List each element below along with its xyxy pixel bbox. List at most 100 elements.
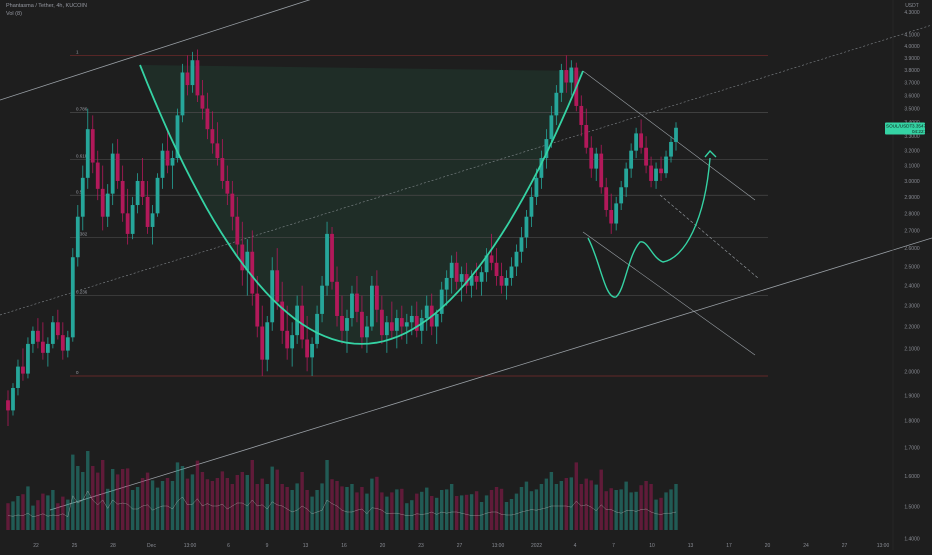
candle-body <box>489 255 494 263</box>
time-axis-tick: 27 <box>842 543 848 549</box>
candle-body <box>335 281 339 316</box>
candle-body <box>589 147 594 169</box>
candle-body <box>145 196 150 227</box>
volume-bar <box>36 500 40 530</box>
lower-trend-line <box>49 237 932 511</box>
candle-body <box>55 322 60 336</box>
volume-bar <box>11 501 15 530</box>
candle-body <box>594 153 599 169</box>
candle-body <box>280 301 285 331</box>
arrow-up-icon <box>704 149 717 158</box>
volume-bar <box>569 477 574 530</box>
volume-bar <box>56 503 60 530</box>
volume-bar <box>26 486 30 530</box>
volume-bar <box>285 487 289 530</box>
volume-bar <box>430 496 434 530</box>
time-axis-tick: 25 <box>72 543 78 549</box>
candle-body <box>474 276 479 282</box>
candle-body <box>399 318 404 327</box>
volume-bar <box>564 478 569 530</box>
candle-body <box>205 108 210 130</box>
volume-bar <box>41 493 45 530</box>
volume-bar <box>61 496 65 530</box>
candle-body <box>140 180 145 197</box>
volume-bar <box>305 490 309 530</box>
candle-body <box>265 322 270 360</box>
candle-body <box>434 313 439 327</box>
price-axis-tick: 3.3000 <box>904 134 920 140</box>
candle-body <box>31 330 35 344</box>
volume-bar <box>265 484 269 530</box>
volume-indicator-label: Vol (8) <box>6 11 22 17</box>
candle-body <box>389 322 394 331</box>
price-axis-tick: 4.1000 <box>904 32 920 38</box>
candle-body <box>195 60 200 96</box>
candle-body <box>479 272 484 282</box>
volume-bar <box>659 497 663 530</box>
price-axis-tick: 3.5000 <box>904 107 920 113</box>
volume-bar <box>370 478 374 530</box>
candle-body <box>654 168 658 181</box>
candle-body <box>80 177 85 217</box>
volume-bar <box>335 481 339 530</box>
price-axis-tick: 2.9000 <box>904 195 920 201</box>
volume-bar <box>170 481 175 530</box>
volume-bar <box>225 478 230 530</box>
volume-bar <box>205 479 210 530</box>
volume-bar <box>96 472 100 530</box>
price-axis-tick: 2.7000 <box>904 228 920 234</box>
candle-body <box>115 153 120 181</box>
candle-body <box>95 162 100 189</box>
volume-bar <box>390 492 394 530</box>
volume-bar <box>295 483 299 530</box>
handle-annotation-curve <box>587 157 711 298</box>
price-axis-tick: 3.6000 <box>904 93 920 99</box>
price-axis-tick: 1.8000 <box>904 419 920 425</box>
volume-bar <box>120 469 125 530</box>
volume-bar <box>654 499 658 530</box>
candle-body <box>310 343 314 358</box>
price-axis-tick: 1.4000 <box>904 537 920 543</box>
volume-bar <box>594 484 598 530</box>
volume-bar <box>524 481 529 530</box>
time-axis-tick: 7 <box>612 543 615 549</box>
candle-body <box>90 129 95 163</box>
fib-level-label: 1 <box>76 49 79 54</box>
volume-bar <box>320 483 324 530</box>
volume-bar <box>106 488 110 530</box>
volume-bar <box>240 472 244 530</box>
time-axis-tick: 2022 <box>531 543 542 549</box>
price-axis-tick: 3.1000 <box>904 164 920 170</box>
volume-bar <box>549 472 554 530</box>
current-price-value: 3.3547 <box>912 124 926 129</box>
current-price-tag <box>885 122 925 135</box>
candle-body <box>409 315 414 323</box>
candle-body <box>120 180 125 214</box>
candle-body <box>639 133 644 148</box>
volume-bar <box>469 494 474 530</box>
candle-body <box>504 277 509 286</box>
volume-bar <box>155 487 160 530</box>
candle-body <box>499 276 504 286</box>
volume-bar <box>405 503 409 530</box>
volume-bar <box>71 454 75 530</box>
volume-bar <box>534 489 539 530</box>
candle-body <box>200 95 205 109</box>
price-axis-tick: 3.9000 <box>904 56 920 62</box>
candle-body <box>469 276 474 286</box>
volume-bar <box>355 492 359 530</box>
current-price-symbol: SOUL/USDT <box>886 124 912 129</box>
candle-body <box>160 150 165 178</box>
time-axis-tick: 13:00 <box>877 543 890 549</box>
candle-body <box>16 366 20 388</box>
candle-body <box>614 203 619 224</box>
volume-bar <box>255 484 259 530</box>
candle-body <box>629 150 634 169</box>
candle-body <box>75 216 80 258</box>
fib-level-label: 0.5 <box>76 189 83 194</box>
candle-body <box>404 322 409 327</box>
candle-body <box>624 168 629 188</box>
volume-bar <box>81 472 85 530</box>
volume-bar <box>449 484 454 530</box>
